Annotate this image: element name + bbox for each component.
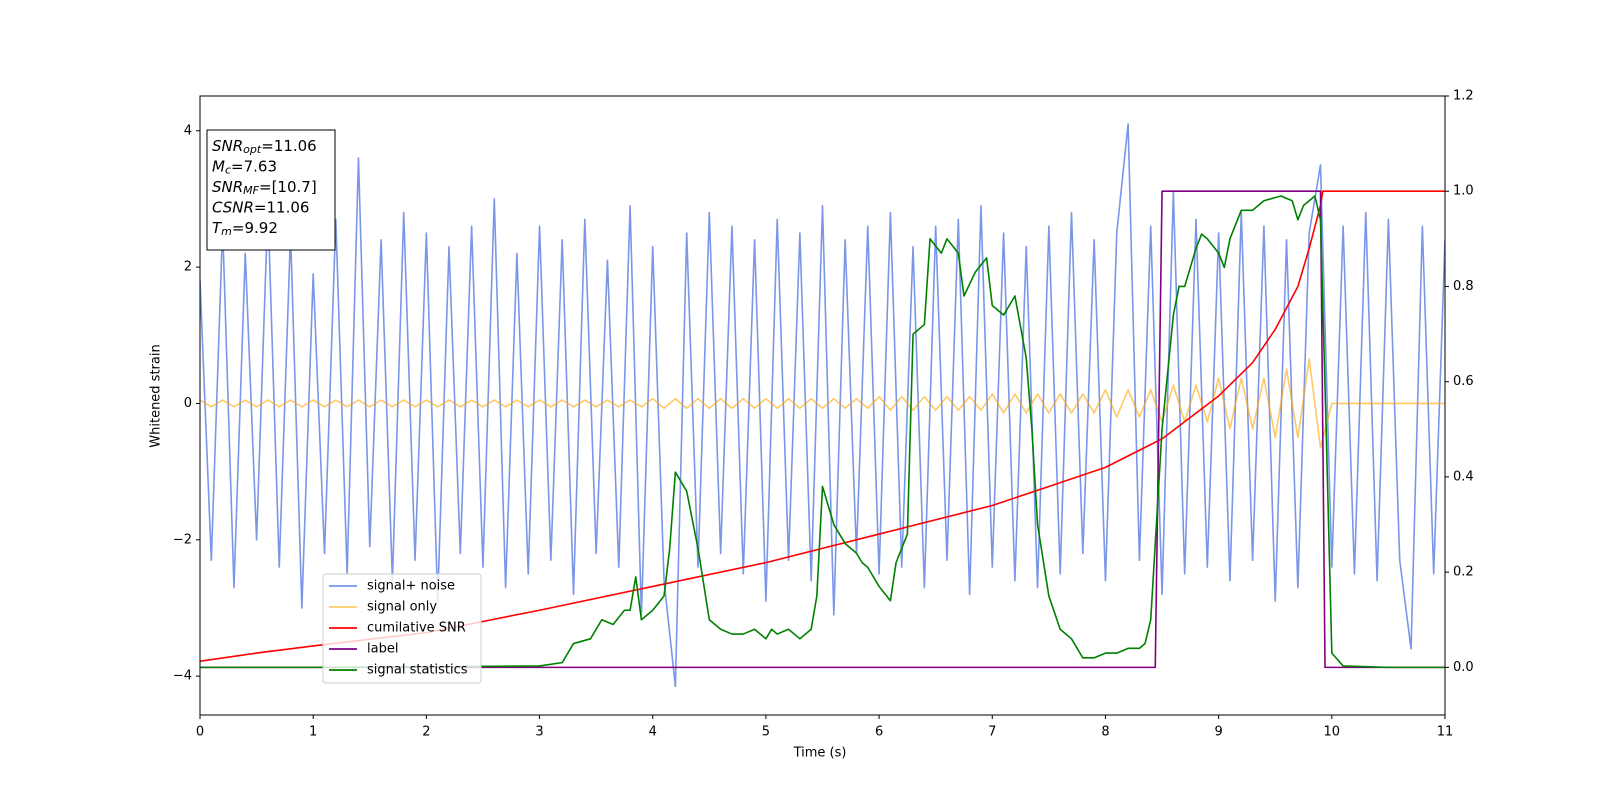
- annotation-value: =11.06: [261, 137, 317, 155]
- legend-label: cumilative SNR: [367, 621, 466, 636]
- x-tick-label: 3: [535, 725, 543, 740]
- y2-tick-label: 0.4: [1453, 469, 1474, 484]
- annotation-value: =9.92: [232, 219, 278, 237]
- x-tick-label: 9: [1214, 725, 1222, 740]
- y2-tick-label: 1.0: [1453, 184, 1474, 199]
- x-tick-label: 2: [422, 725, 430, 740]
- annotation-subscript: c: [225, 164, 231, 177]
- annotation-line: SNRMF=[10.7]: [212, 178, 317, 198]
- x-tick-label: 7: [988, 725, 996, 740]
- series-line: [200, 358, 1445, 449]
- y2-tick-label: 0.0: [1453, 660, 1474, 675]
- legend-label: signal only: [367, 600, 437, 615]
- y-axis-label: Whitened strain: [149, 344, 164, 447]
- x-tick-label: 6: [875, 725, 883, 740]
- legend: signal+ noise signal only cumilative SNR la…: [322, 573, 482, 684]
- legend-label: signal statistics: [367, 663, 468, 678]
- legend-label: label: [367, 642, 398, 657]
- y-tick-label: 4: [184, 123, 192, 138]
- x-tick-label: 4: [649, 725, 657, 740]
- x-axis-label: Time (s): [793, 746, 847, 761]
- x-tick-label: 1: [309, 725, 317, 740]
- annotation-line: Tm=9.92: [212, 219, 278, 239]
- annotation-subscript: MF: [243, 184, 259, 197]
- y-tick-label: −2: [173, 532, 192, 547]
- y2-tick-label: 0.8: [1453, 279, 1474, 294]
- annotation-box: SNRopt=11.06Mc=7.63SNRMF=[10.7]CSNR=11.0…: [206, 129, 336, 251]
- y2-tick-label: 0.6: [1453, 374, 1474, 389]
- annotation-frame: [206, 129, 336, 251]
- annotation-line: Mc=7.63: [212, 157, 277, 177]
- annotation-symbol: CSNR: [212, 198, 254, 216]
- series-line: [200, 195, 1445, 669]
- legend-frame: [322, 573, 482, 684]
- axes-frame: [199, 95, 1446, 716]
- annotation-value: =7.63: [231, 157, 277, 175]
- legend-label: signal+ noise: [367, 579, 455, 594]
- annotation-symbol: M: [212, 157, 225, 175]
- annotation-subscript: m: [221, 225, 232, 238]
- x-tick-label: 5: [762, 725, 770, 740]
- annotation-subscript: opt: [243, 143, 262, 156]
- y2-tick-label: 1.2: [1453, 89, 1474, 104]
- y-tick-label: 0: [184, 396, 192, 411]
- annotation-symbol: SNR: [212, 137, 243, 155]
- annotation-value: =11.06: [254, 198, 310, 216]
- series-line: [200, 123, 1445, 688]
- x-tick-label: 8: [1101, 725, 1109, 740]
- annotation-symbol: SNR: [212, 178, 243, 196]
- y-tick-label: 2: [184, 260, 192, 275]
- annotation-value: =[10.7]: [259, 178, 317, 196]
- annotation-line: CSNR=11.06: [212, 198, 309, 216]
- x-tick-label: 0: [196, 725, 204, 740]
- annotation-line: SNRopt=11.06: [212, 137, 317, 157]
- y2-tick-label: 0.2: [1453, 565, 1474, 580]
- annotation-symbol: T: [212, 219, 223, 237]
- series-line: [200, 190, 1445, 669]
- y-tick-label: −4: [173, 669, 192, 684]
- x-tick-label: 10: [1324, 725, 1341, 740]
- x-tick-label: 11: [1437, 725, 1454, 740]
